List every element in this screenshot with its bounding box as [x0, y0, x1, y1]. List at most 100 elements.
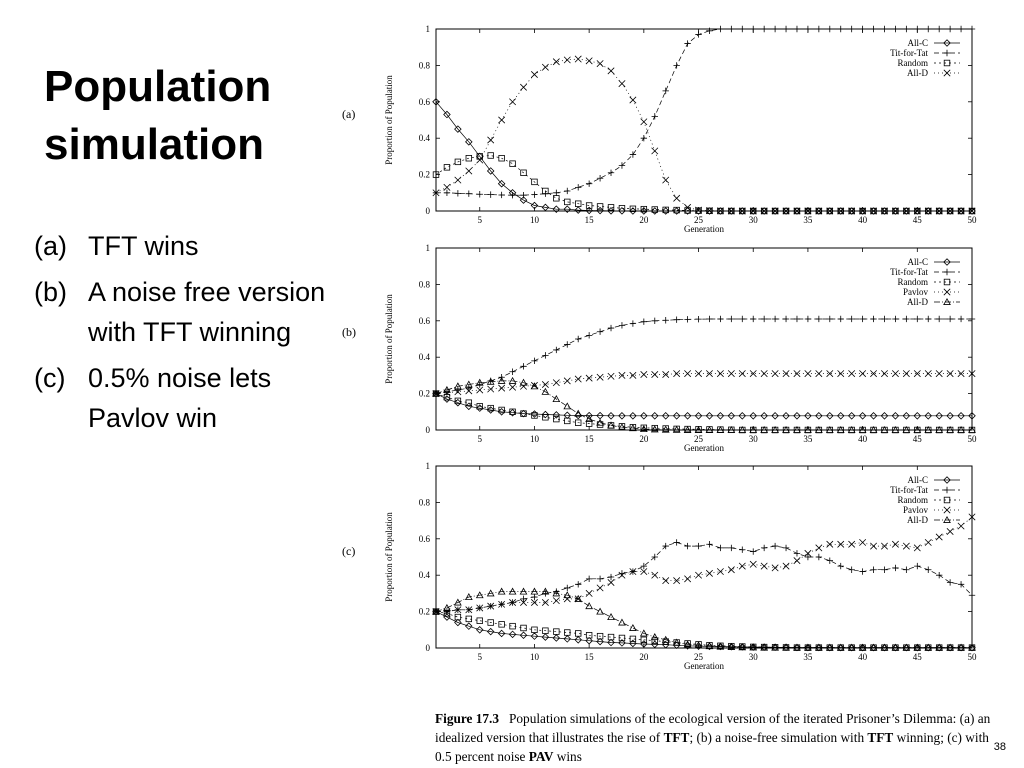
x-tick-label: 45 — [913, 215, 923, 225]
bullet-label: (b) — [34, 277, 67, 307]
data-point — [475, 378, 484, 386]
x-tick-label: 30 — [749, 215, 759, 225]
data-point — [804, 315, 812, 323]
data-point — [880, 643, 889, 651]
data-point — [914, 562, 921, 570]
data-point — [564, 198, 571, 206]
data-point — [924, 370, 932, 378]
data-point — [738, 425, 747, 433]
data-point — [487, 602, 495, 610]
data-point — [694, 412, 703, 420]
panel-label-b: (b) — [342, 325, 356, 339]
legend-label: All-C — [907, 257, 928, 267]
data-point — [575, 581, 582, 588]
data-point — [563, 377, 571, 385]
data-point — [673, 194, 681, 202]
data-point — [728, 207, 735, 215]
data-point — [870, 207, 877, 215]
data-point — [465, 155, 473, 162]
y-axis-label: Proportion of Population — [384, 512, 394, 602]
data-point — [454, 190, 462, 197]
x-tick-label: 30 — [749, 652, 759, 662]
data-point — [443, 164, 451, 171]
data-point — [673, 62, 680, 69]
y-tick-label: 0 — [426, 206, 431, 216]
data-point — [607, 638, 615, 647]
data-point — [563, 56, 571, 64]
data-point — [453, 598, 462, 606]
bullet-text: 0.5% noise lets Pavlov win — [88, 363, 272, 433]
x-tick-label: 15 — [585, 652, 595, 662]
data-point — [716, 642, 725, 650]
series-line — [436, 542, 973, 612]
data-point — [684, 40, 691, 47]
data-point — [870, 542, 878, 550]
data-point — [465, 167, 473, 175]
data-point — [760, 412, 768, 420]
data-point — [662, 176, 670, 184]
legend-label: Random — [898, 495, 929, 505]
data-point — [596, 418, 604, 426]
caption-text-1: Population simulations of the ecological… — [435, 711, 991, 745]
data-point — [891, 425, 900, 433]
data-point — [640, 412, 648, 420]
data-point — [891, 412, 900, 420]
data-point — [541, 410, 550, 419]
data-point — [651, 637, 658, 644]
data-point — [553, 415, 560, 423]
series-line — [435, 155, 972, 212]
data-point — [716, 425, 725, 433]
data-point — [498, 384, 506, 392]
data-point — [728, 25, 735, 33]
data-point — [814, 643, 823, 651]
series-all-c: All-C — [432, 257, 976, 420]
y-axis-label: Proportion of Population — [384, 294, 394, 384]
data-point — [738, 562, 746, 570]
data-point — [486, 627, 495, 636]
data-point — [498, 116, 506, 124]
data-point — [914, 315, 921, 323]
data-point — [695, 207, 702, 214]
data-point — [705, 642, 714, 650]
data-point — [531, 191, 538, 198]
data-point — [596, 203, 604, 210]
legend-label: All-D — [907, 68, 928, 78]
data-point — [640, 424, 648, 432]
data-point — [946, 528, 954, 536]
data-point — [749, 643, 758, 651]
data-point — [782, 412, 790, 420]
data-point — [869, 412, 878, 420]
data-point — [782, 370, 790, 378]
legend-label: Pavlov — [903, 287, 929, 297]
data-point — [476, 156, 484, 164]
series-line — [435, 393, 972, 431]
data-point — [793, 557, 801, 565]
x-tick-label: 50 — [968, 434, 978, 444]
data-point — [793, 370, 801, 378]
data-point — [520, 624, 527, 632]
page-number: 38 — [993, 741, 1006, 753]
series-line — [436, 516, 973, 612]
data-point — [486, 167, 495, 175]
data-point — [705, 425, 714, 433]
data-point — [891, 370, 899, 378]
legend-label: Tit-for-Tat — [890, 48, 928, 58]
figure-caption: Figure 17.3 Population simulations of th… — [435, 709, 995, 766]
data-point — [629, 151, 637, 158]
data-point — [738, 412, 747, 420]
data-point — [487, 619, 494, 626]
data-point — [728, 315, 735, 323]
data-point — [486, 406, 495, 414]
data-point — [892, 564, 899, 572]
data-point — [541, 633, 550, 641]
data-point — [771, 564, 779, 572]
data-point — [564, 187, 571, 195]
data-point — [542, 414, 549, 421]
data-point — [968, 425, 976, 433]
x-tick-label: 5 — [478, 434, 483, 444]
data-point — [891, 643, 900, 652]
data-point — [913, 370, 921, 378]
data-point — [750, 548, 757, 555]
data-point — [607, 578, 615, 586]
data-point — [639, 629, 648, 637]
